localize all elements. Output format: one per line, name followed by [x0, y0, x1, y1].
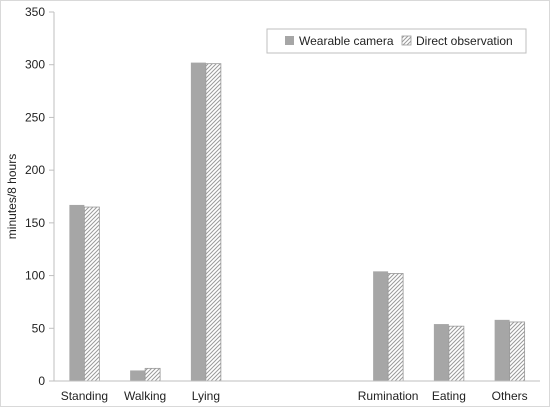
bar-wearable-camera-standing [69, 204, 85, 381]
bar-wearable-camera-rumination [373, 271, 389, 381]
bar-direct-observation-eating [448, 325, 465, 382]
x-tick-label-others: Others [492, 389, 528, 403]
legend: Wearable camera Direct observation [266, 28, 527, 54]
bar-direct-observation-rumination [387, 273, 404, 382]
x-tick-label-standing: Standing [61, 389, 108, 403]
bar-direct-observation-lying [205, 63, 222, 382]
x-axis: Standing Walking Lying Rumination Eating Othe… [54, 380, 540, 403]
y-tick-label: 0 [38, 374, 45, 388]
y-tick-label: 350 [25, 5, 45, 19]
bar-wearable-camera-lying [190, 62, 206, 381]
x-tick-label-rumination: Rumination [358, 389, 419, 403]
legend-label-direct-observation: Direct observation [416, 34, 513, 48]
y-tick-label: 300 [25, 58, 45, 72]
y-tick-label: 50 [32, 321, 46, 335]
bar-wearable-camera-others [494, 319, 510, 381]
x-tick-label-lying: Lying [192, 389, 220, 403]
x-tick-label-walking: Walking [124, 389, 166, 403]
bars [69, 62, 526, 382]
y-tick-label: 200 [25, 163, 45, 177]
y-axis: 0 50 100 150 200 250 300 350 [25, 5, 55, 388]
legend-label-wearable-camera: Wearable camera [299, 34, 394, 48]
legend-swatch-direct-observation [401, 35, 412, 46]
y-tick-label: 250 [25, 110, 45, 124]
bar-direct-observation-walking [144, 367, 161, 382]
legend-box [266, 28, 527, 54]
bar-wearable-camera-eating [433, 324, 449, 381]
y-tick-label: 150 [25, 216, 45, 230]
legend-swatch-wearable-camera [285, 36, 294, 45]
bar-direct-observation-standing [83, 206, 100, 382]
x-tick-label-eating: Eating [432, 389, 466, 403]
bar-direct-observation-others [509, 321, 526, 382]
bar-wearable-camera-walking [130, 370, 146, 381]
y-axis-title: minutes/8 hours [5, 154, 19, 239]
y-tick-label: 100 [25, 269, 45, 283]
